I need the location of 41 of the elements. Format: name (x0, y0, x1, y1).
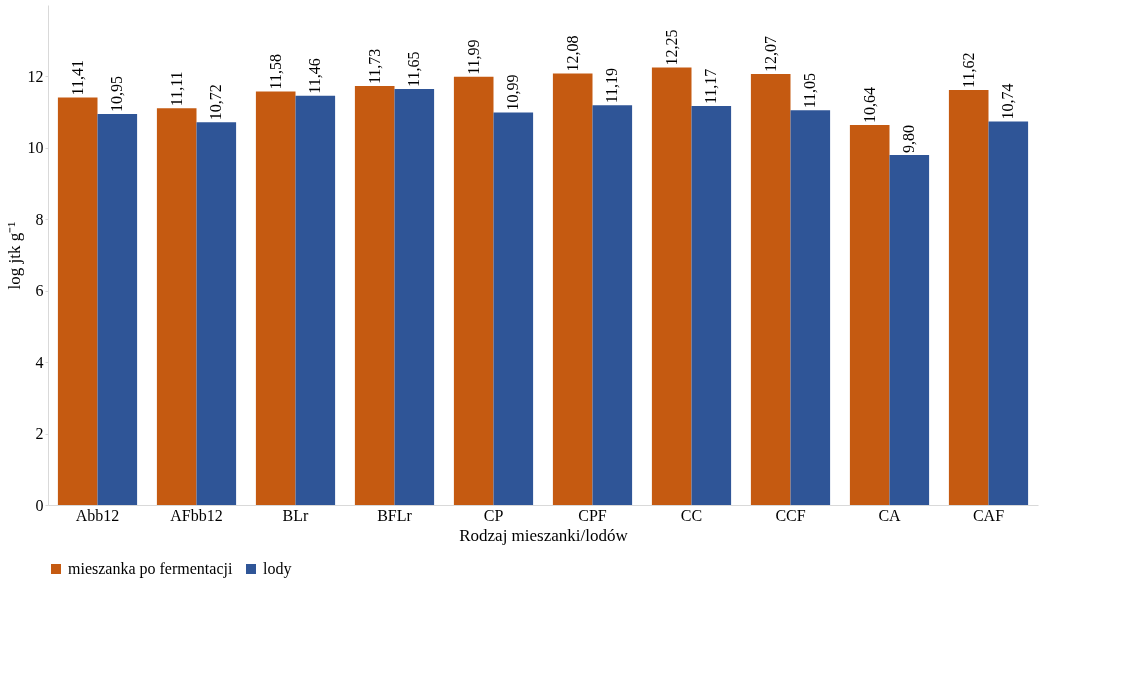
data-label: 11,19 (603, 67, 621, 104)
data-label: 12,07 (761, 35, 779, 72)
data-label: 11,99 (464, 39, 482, 75)
y-tick-label: 4 (35, 353, 44, 371)
data-label: 11,11 (167, 71, 185, 107)
y-tick-label: 12 (27, 67, 44, 85)
x-tick-label: CPF (578, 506, 607, 524)
x-tick-label: BLr (282, 506, 310, 524)
data-label: 11,58 (266, 54, 284, 90)
data-label: 10,64 (860, 87, 878, 123)
data-label: 12,25 (662, 29, 680, 66)
y-tick-label: 6 (35, 282, 44, 300)
data-label: 11,41 (68, 60, 86, 96)
y-axis-title: log jtk g⁻¹ (4, 221, 24, 290)
data-label: 12,08 (563, 35, 581, 72)
legend-label: mieszanka po fermentacji (68, 560, 233, 578)
x-tick-label: BFLr (377, 506, 413, 524)
x-tick-label: CAF (972, 506, 1005, 524)
data-label: 11,05 (801, 72, 819, 109)
y-tick-label: 0 (35, 496, 44, 514)
data-label: 10,99 (504, 74, 522, 111)
y-tick-label: 8 (35, 210, 44, 228)
x-tick-label: AFbb12 (170, 506, 223, 524)
data-label: 11,65 (405, 51, 423, 87)
x-tick-label: CA (878, 506, 902, 524)
y-tick-label: 2 (35, 425, 44, 443)
data-label: 9,80 (900, 125, 918, 153)
data-label: 10,74 (999, 83, 1017, 120)
y-tick-label: 10 (27, 139, 44, 157)
data-label: 10,95 (108, 75, 126, 112)
x-tick-label: CCF (775, 506, 806, 524)
x-axis-title: Rodzaj mieszanki/lodów (459, 525, 629, 545)
data-label: 11,17 (702, 68, 720, 105)
x-tick-label: CP (483, 506, 504, 524)
data-label: 11,62 (959, 52, 977, 88)
x-tick-label: Abb12 (75, 506, 120, 524)
data-label: 11,73 (365, 48, 383, 85)
data-label: 11,46 (306, 58, 324, 94)
data-label: 10,72 (207, 84, 225, 121)
x-tick-label: CC (680, 506, 703, 524)
legend-label: lody (263, 560, 292, 578)
